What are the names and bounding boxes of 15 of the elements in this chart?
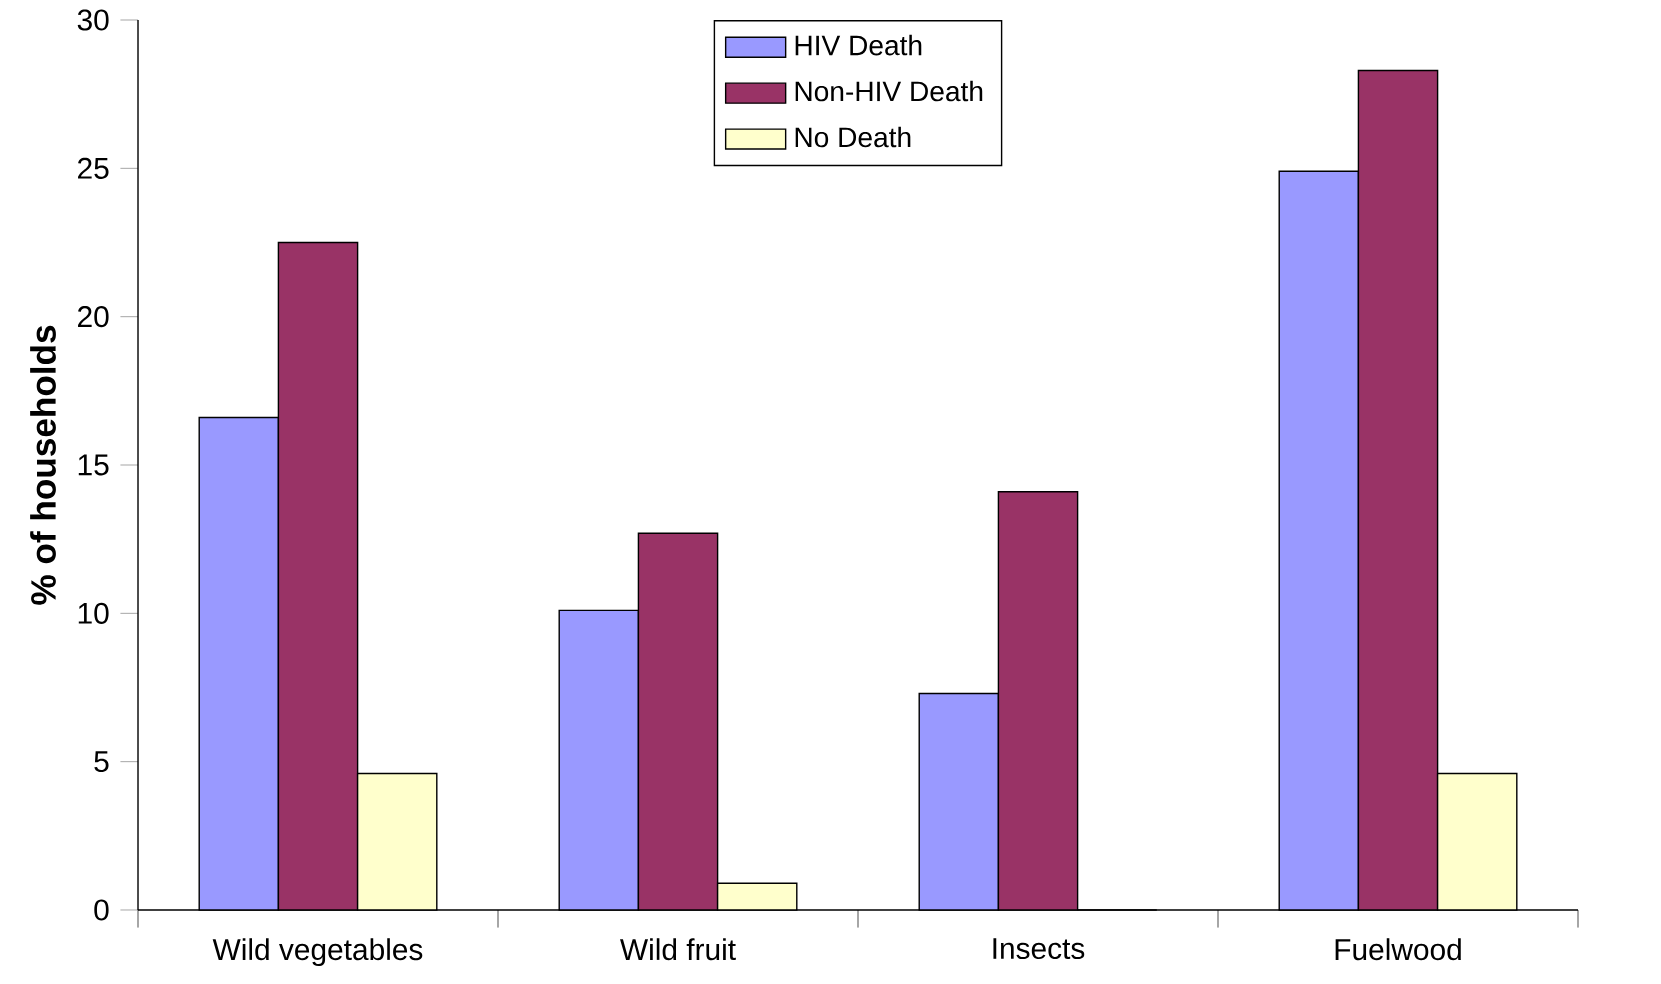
y-tick-label: 10 [78,602,109,624]
y-tick-label: 20 [78,306,109,328]
y-tick-label: 5 [94,751,109,773]
y-tick-label: 15 [78,454,109,476]
x-tick-label: Insects [993,938,1085,960]
y-tick-label: 25 [78,157,109,179]
legend-label: Non-HIV Death [795,80,983,102]
legend-label: No Death [795,126,911,148]
x-tick-label: Wild vegetables [212,938,423,967]
y-tick-label: 0 [94,899,109,921]
legend-label: HIV Death [795,34,922,56]
y-axis-title: % of households [30,325,56,605]
y-tick-label: 30 [77,9,109,31]
x-tick-label: Fuelwood [1335,938,1461,961]
x-tick-label: Wild fruit [620,938,736,961]
